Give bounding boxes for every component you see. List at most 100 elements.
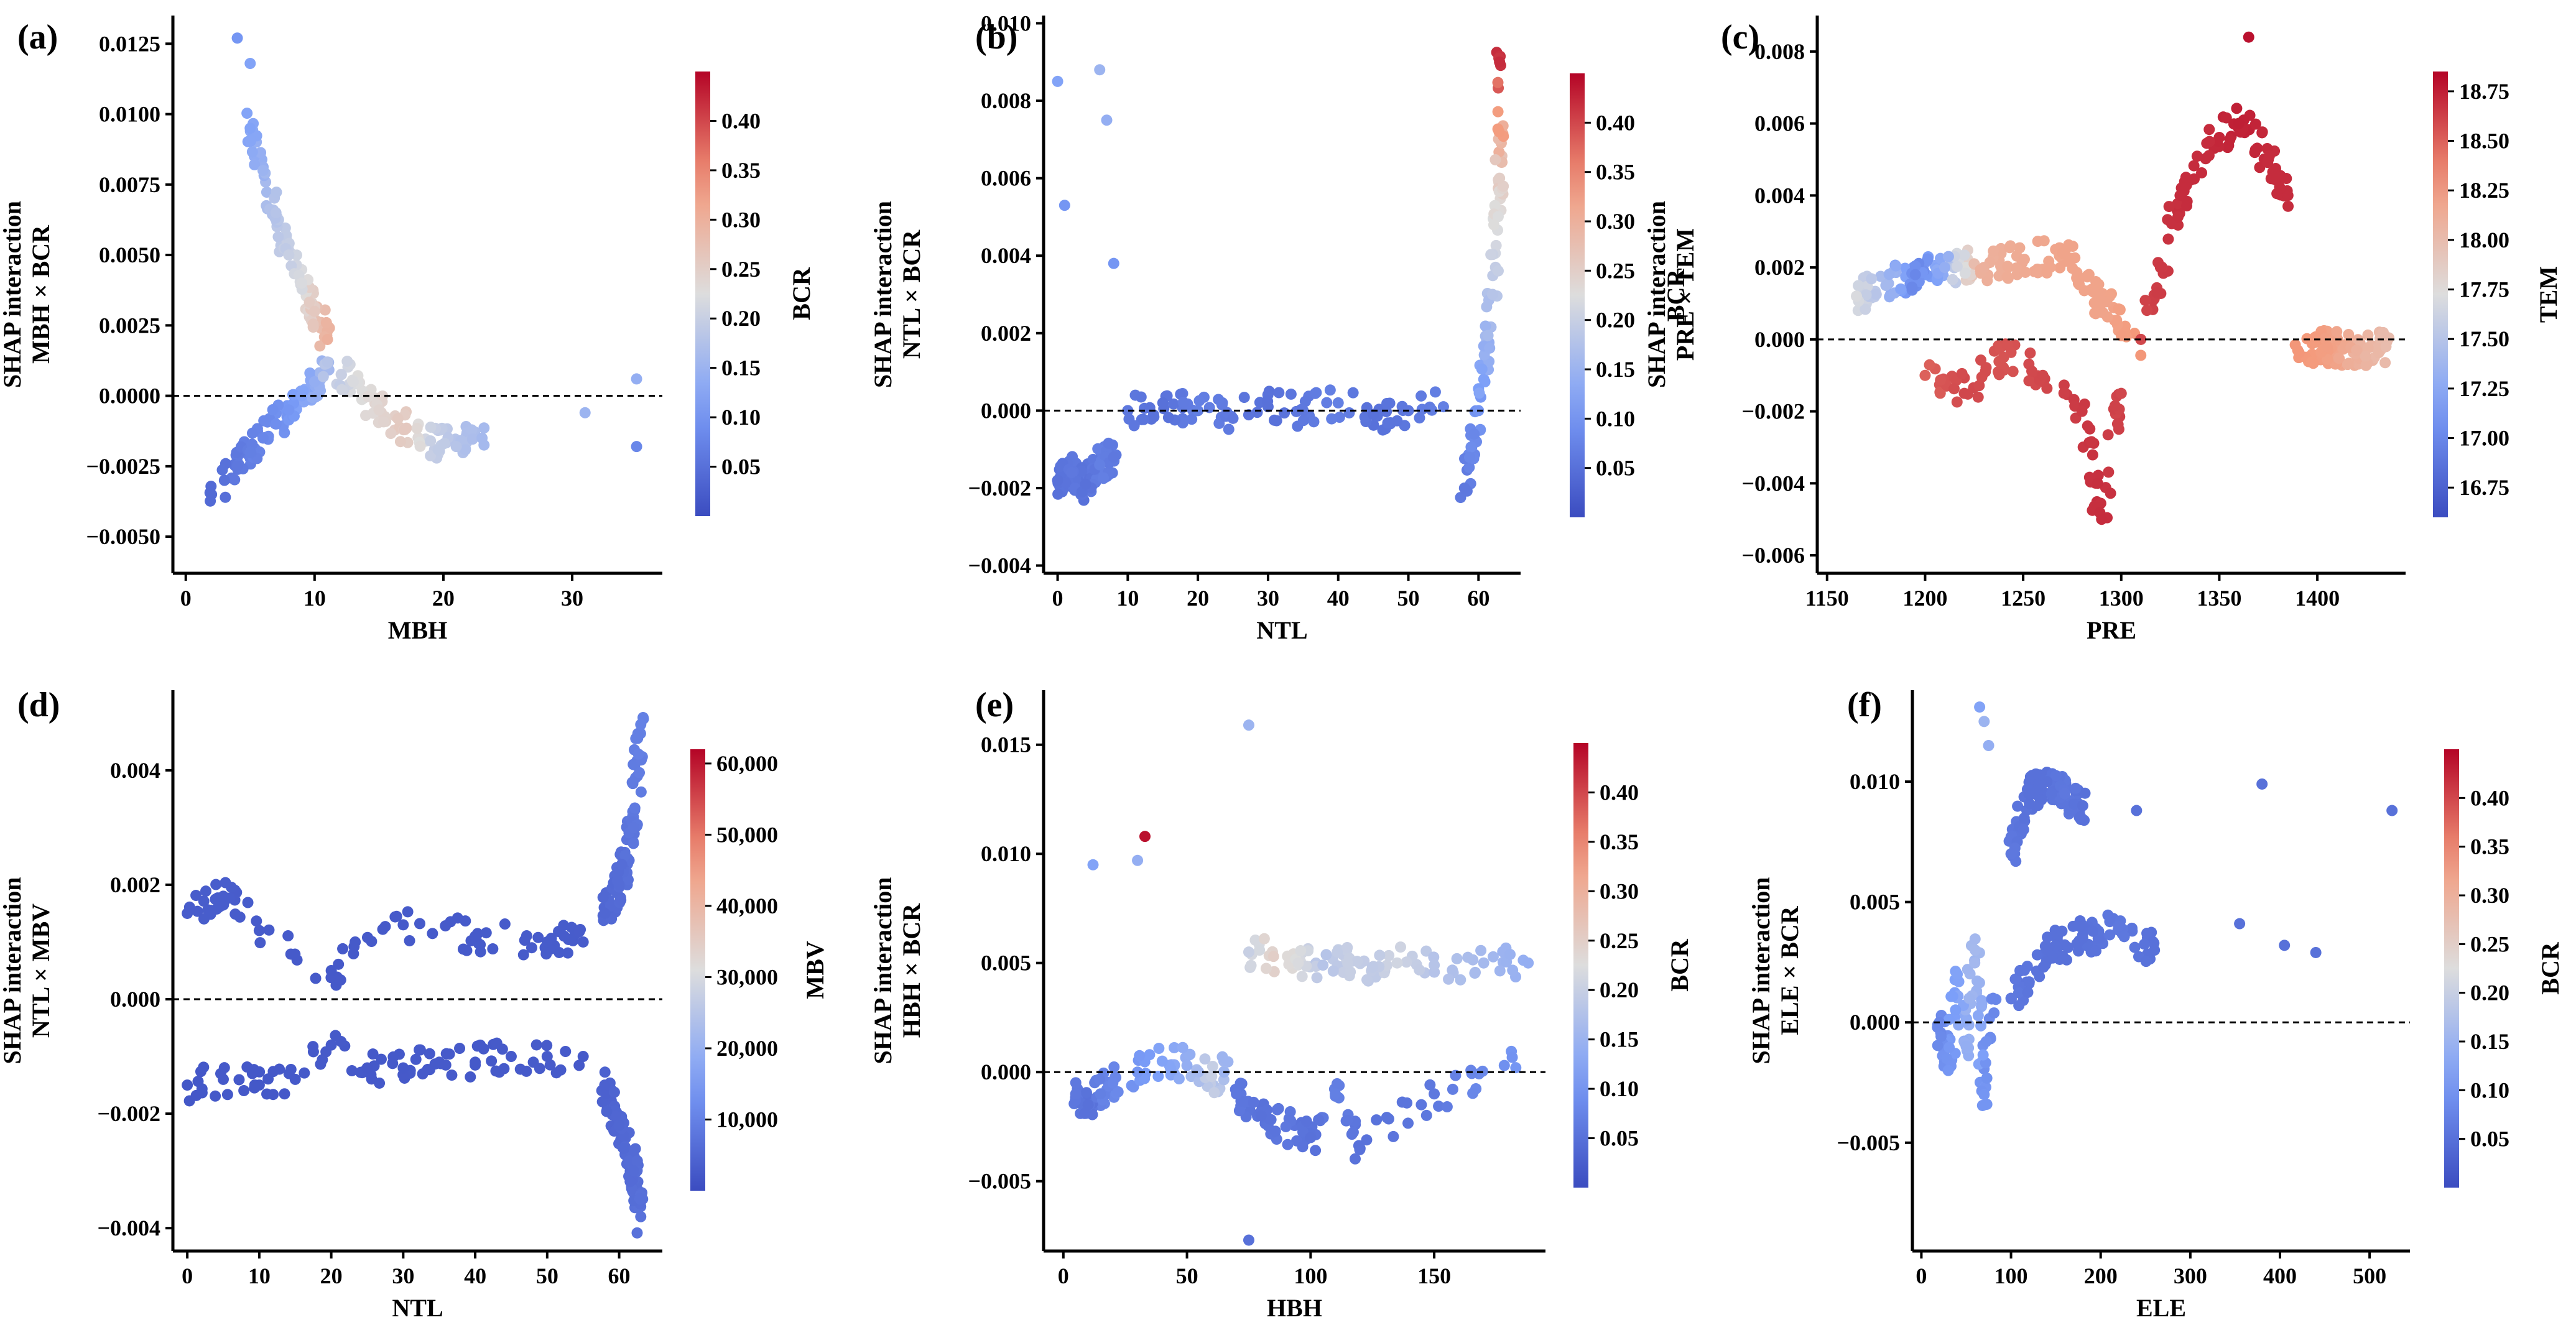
panel-d: 0 10 20 30 40 50 60 −0.004 −0.002 0.000 0.002 0.004…	[0, 686, 829, 1322]
data-point	[1305, 1132, 1317, 1143]
data-point	[1139, 831, 1151, 843]
scatter-point	[2004, 242, 2016, 254]
y-axis-title-line2: MBH × BCR	[27, 224, 55, 364]
scatter-point	[1420, 1109, 1432, 1121]
data-point	[1132, 854, 1144, 866]
scatter-point	[2023, 375, 2035, 387]
data-point	[1332, 397, 1344, 409]
scatter-point	[1208, 1087, 1220, 1099]
scatter-point	[1975, 354, 1987, 366]
scatter-point	[1963, 992, 1975, 1004]
y-tick-label: −0.002	[1741, 399, 1805, 424]
scatter-point	[1213, 394, 1225, 405]
scatter-point	[1488, 219, 1499, 231]
data-point	[2115, 387, 2127, 399]
scatter-point	[1193, 395, 1205, 407]
scatter-point	[635, 786, 647, 798]
data-point	[470, 930, 481, 942]
data-point	[257, 432, 269, 444]
data-point	[283, 404, 295, 416]
scatter-point	[2360, 359, 2372, 371]
data-point	[613, 879, 625, 890]
data-point	[2256, 778, 2268, 790]
scatter-point	[2163, 201, 2175, 213]
data-point	[325, 1039, 337, 1051]
scatter-point	[2026, 365, 2038, 377]
scatter-point	[432, 444, 444, 456]
scatter-point	[274, 1063, 285, 1075]
scatter-point	[1300, 1115, 1312, 1127]
data-point	[2005, 848, 2017, 860]
data-point	[231, 460, 243, 472]
scatter-points	[1052, 47, 1509, 506]
scatter-point	[1341, 941, 1353, 953]
scatter-point	[1079, 1107, 1091, 1119]
scatter-point	[249, 159, 261, 170]
scatter-point	[242, 897, 254, 908]
y-axis-title-line2: ELE × BCR	[1776, 905, 1804, 1035]
scatter-point	[258, 415, 270, 427]
scatter-point	[1972, 1010, 1984, 1022]
scatter-point	[2212, 135, 2223, 147]
scatter-point	[1981, 1072, 1993, 1084]
scatter-point	[248, 1064, 260, 1076]
scatter-point	[2050, 770, 2062, 782]
scatter-point	[367, 1048, 379, 1060]
scatter-point	[267, 1089, 279, 1101]
scatter-point	[2140, 956, 2152, 967]
scatter-point	[631, 1155, 643, 1166]
data-point	[270, 207, 282, 219]
data-point	[1880, 280, 1892, 292]
y-axis-title-line2: HBH × BCR	[897, 903, 925, 1038]
scatter-point	[2061, 954, 2073, 966]
data-point	[2077, 932, 2088, 944]
scatter-point	[2200, 153, 2212, 165]
data-point	[206, 489, 218, 501]
colorbar	[695, 72, 710, 516]
data-point	[1978, 716, 1990, 727]
scatter-point	[1388, 1130, 1399, 1142]
colorbar	[2433, 72, 2448, 517]
scatter-point	[307, 318, 319, 330]
data-point	[1157, 397, 1169, 409]
y-tick-label: 0.000	[1754, 327, 1805, 352]
data-point	[1231, 1088, 1243, 1100]
scatter-point	[2333, 353, 2345, 364]
scatter-point	[2256, 126, 2268, 138]
scatter-point	[1177, 1041, 1188, 1053]
scatter-point	[306, 392, 318, 404]
scatter-point	[213, 901, 225, 913]
scatter-point	[1243, 409, 1254, 421]
scatter-point	[1482, 330, 1494, 341]
scatter-point	[198, 1061, 210, 1073]
scatter-point	[1492, 265, 1504, 277]
scatter-point	[465, 1071, 476, 1083]
scatter-point	[279, 1088, 290, 1100]
data-point	[1080, 478, 1091, 490]
scatter-point	[1490, 154, 1501, 165]
scatter-point	[1128, 420, 1140, 432]
scatter-point	[299, 1067, 310, 1079]
y-tick-label: 0.004	[1754, 183, 1805, 208]
scatter-point	[1152, 1071, 1164, 1083]
scatter-point	[544, 1059, 556, 1071]
scatter-point	[221, 1089, 233, 1101]
scatter-point	[414, 1044, 425, 1056]
data-point	[283, 249, 295, 261]
scatter-point	[1426, 404, 1438, 416]
data-point	[218, 890, 229, 902]
scatter-point	[1424, 1079, 1436, 1091]
data-point	[1429, 1088, 1440, 1100]
scatter-point	[541, 1040, 553, 1051]
data-point	[599, 1079, 611, 1091]
scatter-point	[440, 1048, 452, 1060]
data-point	[253, 925, 265, 936]
scatter-point	[491, 1037, 503, 1049]
data-point	[218, 1073, 229, 1085]
scatter-point	[1428, 951, 1440, 963]
data-point	[1909, 269, 1921, 280]
scatter-point	[573, 1060, 585, 1071]
scatter-point	[2075, 811, 2087, 823]
colorbar	[690, 749, 705, 1191]
scatter-point	[262, 1073, 274, 1085]
